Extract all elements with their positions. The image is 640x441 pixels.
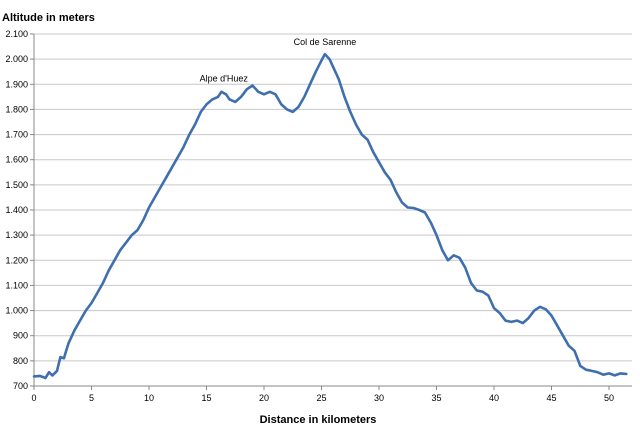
x-tick-label: 45	[546, 393, 556, 403]
y-tick-label: 1.600	[5, 155, 28, 165]
y-axis-ticks: 700 800 900 1.000 1.100 1.200 1.300 1.400 1.500 1…	[5, 29, 34, 391]
annotations: Alpe d'Huez Col de Sarenne	[200, 37, 357, 83]
x-tick-label: 30	[374, 393, 384, 403]
y-tick-label: 2.000	[5, 54, 28, 64]
altitude-series-line	[32, 52, 628, 380]
x-tick-label: 5	[89, 393, 94, 403]
y-tick-label: 1.500	[5, 180, 28, 190]
x-axis-ticks: 0 5 10 15 20 25 30 35 40 45 50	[31, 386, 614, 403]
y-tick-label: 1.400	[5, 205, 28, 215]
x-tick-label: 10	[144, 393, 154, 403]
x-tick-label: 15	[201, 393, 211, 403]
x-tick-label: 25	[316, 393, 326, 403]
peak-annotation: Alpe d'Huez	[200, 74, 249, 84]
x-tick-label: 35	[431, 393, 441, 403]
y-tick-label: 1.200	[5, 255, 28, 265]
y-tick-label: 1.000	[5, 306, 28, 316]
y-tick-label: 1.300	[5, 230, 28, 240]
gridlines	[34, 33, 632, 387]
y-tick-label: 700	[13, 381, 28, 391]
x-axis-title: Distance in kilometers	[260, 414, 377, 426]
y-tick-label: 1.900	[5, 79, 28, 89]
x-tick-label: 40	[489, 393, 499, 403]
y-axis-title: Altitude in meters	[2, 12, 95, 24]
y-tick-label: 1.100	[5, 280, 28, 290]
peak-annotation: Col de Sarenne	[294, 37, 357, 47]
series-layer	[32, 52, 628, 380]
x-tick-label: 0	[31, 393, 36, 403]
y-tick-label: 2.100	[5, 29, 28, 39]
y-tick-label: 1.800	[5, 104, 28, 114]
x-tick-label: 50	[604, 393, 614, 403]
y-tick-label: 900	[13, 331, 28, 341]
x-tick-label: 20	[259, 393, 269, 403]
y-tick-label: 800	[13, 356, 28, 366]
y-tick-label: 1.700	[5, 130, 28, 140]
